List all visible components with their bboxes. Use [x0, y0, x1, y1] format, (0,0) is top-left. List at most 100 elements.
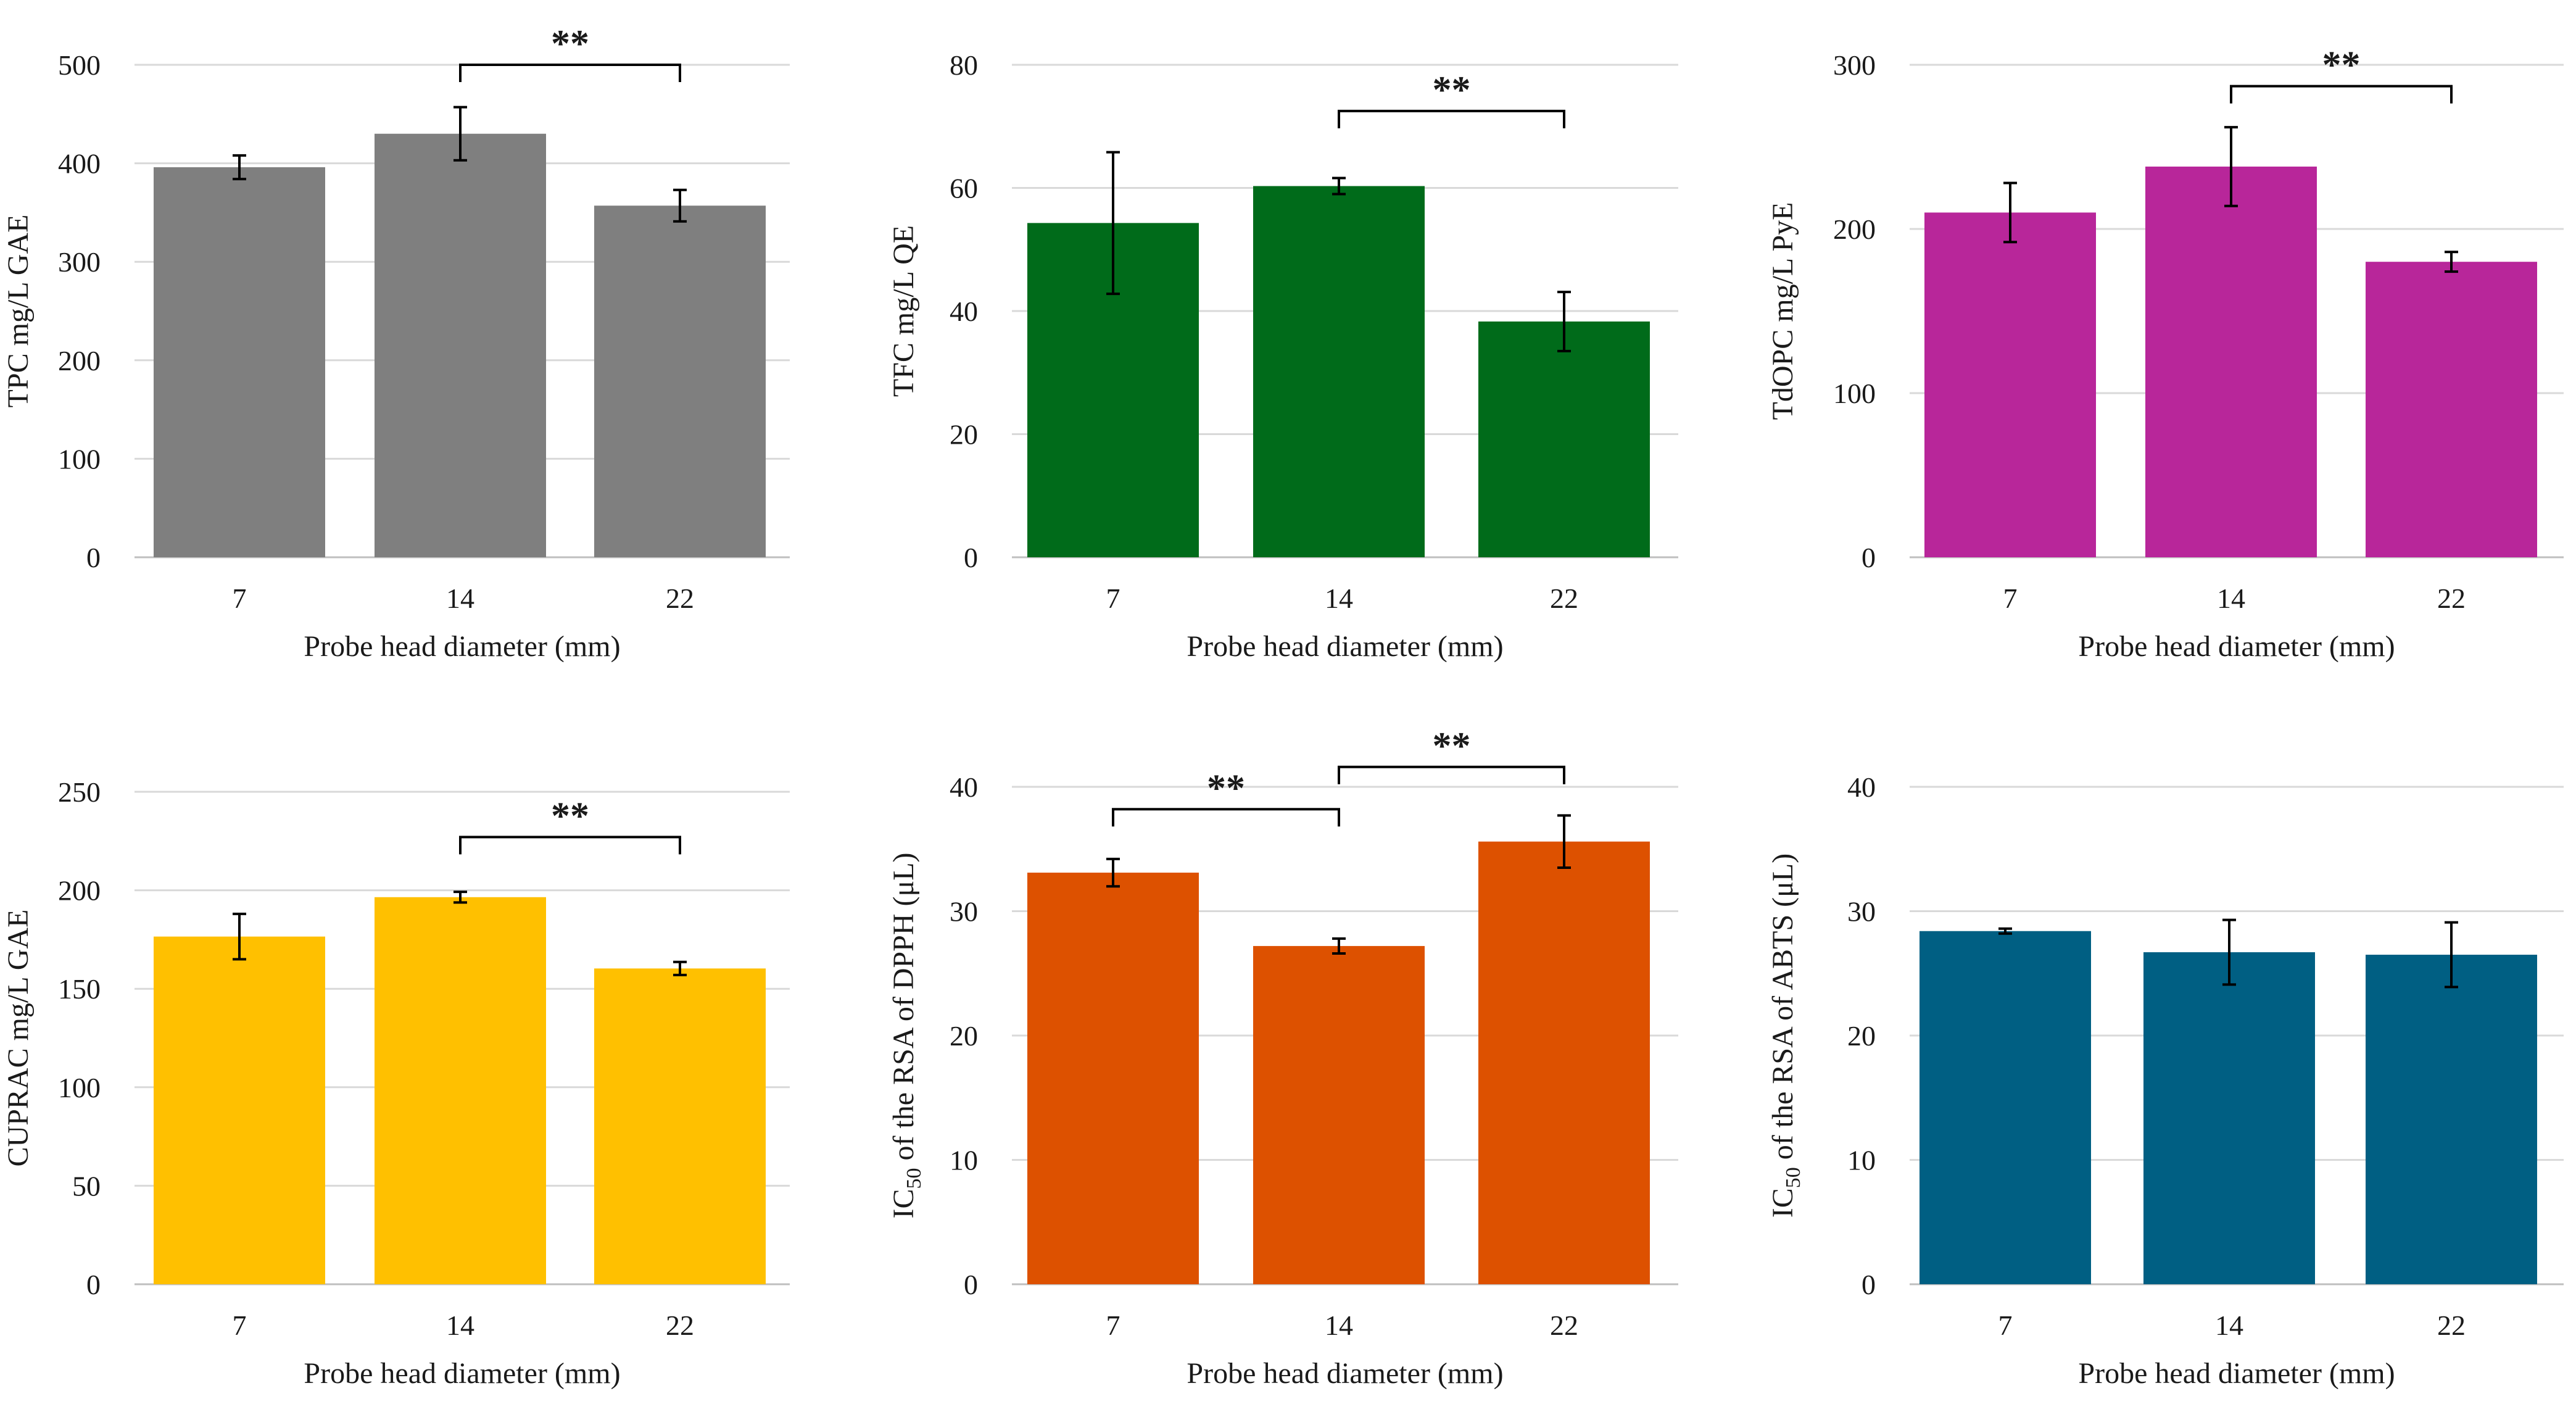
x-axis-title: Probe head diameter (mm): [1187, 1357, 1503, 1390]
y-tick-label: 100: [58, 1072, 101, 1103]
x-tick-label: 22: [1550, 583, 1578, 614]
y-tick-label: 100: [58, 443, 101, 475]
significance-label: **: [1433, 69, 1471, 111]
y-tick-label: 40: [950, 296, 978, 327]
x-tick-label: 7: [1106, 1310, 1120, 1341]
bar: [594, 206, 766, 557]
y-tick-label: 80: [950, 49, 978, 81]
significance-label: **: [551, 23, 589, 65]
chart-panel-4: 0 50 100 150 200 250 7 14 22 Probe head diameter …: [2, 776, 790, 1390]
x-axis-title: Probe head diameter (mm): [2078, 1357, 2395, 1390]
y-tick-label: 10: [950, 1145, 978, 1176]
y-tick-label: 300: [1833, 49, 1876, 81]
y-tick-label: 400: [58, 148, 101, 180]
x-tick-label: 7: [233, 1310, 247, 1341]
significance-label: **: [551, 795, 589, 837]
chart-panel-6: 0 10 20 30 40 7 14 22 Probe head diameter (mm) IC…: [1766, 771, 2564, 1390]
y-tick-label: 10: [1847, 1145, 1876, 1176]
y-tick-label: 20: [1847, 1020, 1876, 1052]
bar: [2366, 262, 2537, 557]
chart-panel-1: 0 100 200 300 400 500 7 14 22 Probe head diameter…: [2, 23, 790, 663]
y-tick-label: 150: [58, 973, 101, 1005]
x-axis-title: Probe head diameter (mm): [2078, 630, 2395, 663]
x-tick-label: 7: [2003, 583, 2018, 614]
significance-bracket: [1112, 808, 1340, 827]
y-tick-label: 0: [86, 1269, 101, 1300]
bar: [375, 133, 546, 558]
bar: [154, 167, 325, 557]
bar: [1924, 212, 2096, 557]
significance-bracket: [1338, 109, 1565, 128]
bar: [594, 968, 766, 1284]
bar: [1253, 945, 1425, 1284]
bar: [1027, 873, 1199, 1284]
bar: [2366, 955, 2537, 1284]
y-axis-title-main: IC: [1766, 1188, 1799, 1218]
y-axis-title-main: IC: [887, 1189, 920, 1219]
bar: [1253, 186, 1425, 557]
y-tick-label: 500: [58, 49, 101, 81]
y-tick-label: 0: [1862, 542, 1876, 573]
significance-label: **: [1433, 725, 1471, 767]
y-axis-title-rest: of the RSA of DPPH (μL): [887, 852, 920, 1168]
y-axis-title: IC50 of the RSA of ABTS (μL): [1766, 853, 1805, 1218]
y-tick-label: 30: [950, 896, 978, 928]
y-tick-label: 50: [72, 1170, 101, 1202]
y-axis-title-subscript: 50: [1782, 1167, 1805, 1188]
chart-panel-5: 0 10 20 30 40 7 14 22 Probe head diameter (mm) IC…: [887, 725, 1678, 1390]
y-tick-label: 250: [58, 776, 101, 808]
x-tick-label: 22: [2437, 583, 2466, 614]
y-tick-label: 40: [1847, 771, 1876, 803]
significance-bracket: [459, 64, 681, 82]
significance-bracket: [2230, 85, 2453, 104]
x-tick-label: 7: [1106, 583, 1120, 614]
y-axis-title: IC50 of the RSA of DPPH (μL): [887, 852, 926, 1218]
y-tick-label: 300: [58, 246, 101, 278]
y-axis-title: TPC mg/L GAE: [2, 215, 35, 408]
y-axis-title: TFC mg/L QE: [887, 225, 920, 397]
bar: [375, 897, 546, 1284]
x-tick-label: 14: [446, 1310, 474, 1341]
y-tick-label: 20: [950, 419, 978, 451]
y-tick-label: 200: [1833, 214, 1876, 245]
y-tick-label: 200: [58, 345, 101, 376]
bar: [2145, 166, 2317, 557]
significance-label: **: [1207, 767, 1245, 809]
y-tick-label: 60: [950, 173, 978, 204]
y-tick-label: 0: [964, 1269, 978, 1300]
y-axis-title: CUPRAC mg/L GAE: [2, 910, 35, 1167]
x-axis-title: Probe head diameter (mm): [1187, 630, 1503, 663]
y-tick-label: 40: [950, 771, 978, 803]
y-tick-label: 0: [964, 542, 978, 573]
significance-bracket: [459, 836, 681, 855]
y-tick-label: 200: [58, 875, 101, 907]
y-axis-title-rest: of the RSA of ABTS (μL): [1766, 853, 1799, 1167]
y-tick-label: 0: [1862, 1269, 1876, 1300]
x-tick-label: 7: [233, 583, 247, 614]
x-tick-label: 14: [1325, 1310, 1353, 1341]
x-tick-label: 22: [2437, 1310, 2466, 1341]
x-tick-label: 22: [1550, 1310, 1578, 1341]
bar: [154, 936, 325, 1284]
bar: [1478, 321, 1650, 557]
chart-panel-2: 0 20 40 60 80 7 14 22 Probe head diameter (mm) TF…: [887, 49, 1678, 663]
x-axis-title: Probe head diameter (mm): [304, 630, 620, 663]
x-tick-label: 14: [2215, 1310, 2243, 1341]
x-tick-label: 22: [666, 1310, 694, 1341]
significance-bracket: [1338, 765, 1565, 784]
x-tick-label: 14: [446, 583, 474, 614]
x-axis-title: Probe head diameter (mm): [304, 1357, 620, 1390]
y-tick-label: 0: [86, 542, 101, 573]
y-axis-title-subscript: 50: [903, 1168, 926, 1189]
y-tick-label: 20: [950, 1020, 978, 1052]
chart-panel-3: 0 100 200 300 7 14 22 Probe head diameter (mm) T…: [1766, 44, 2564, 663]
bar: [1478, 841, 1650, 1284]
bar: [1920, 931, 2091, 1284]
x-tick-label: 22: [666, 583, 694, 614]
y-tick-label: 100: [1833, 378, 1876, 409]
y-tick-label: 30: [1847, 896, 1876, 928]
y-axis-title: TdOPC mg/L PyE: [1766, 202, 1799, 420]
x-tick-label: 14: [2217, 583, 2245, 614]
